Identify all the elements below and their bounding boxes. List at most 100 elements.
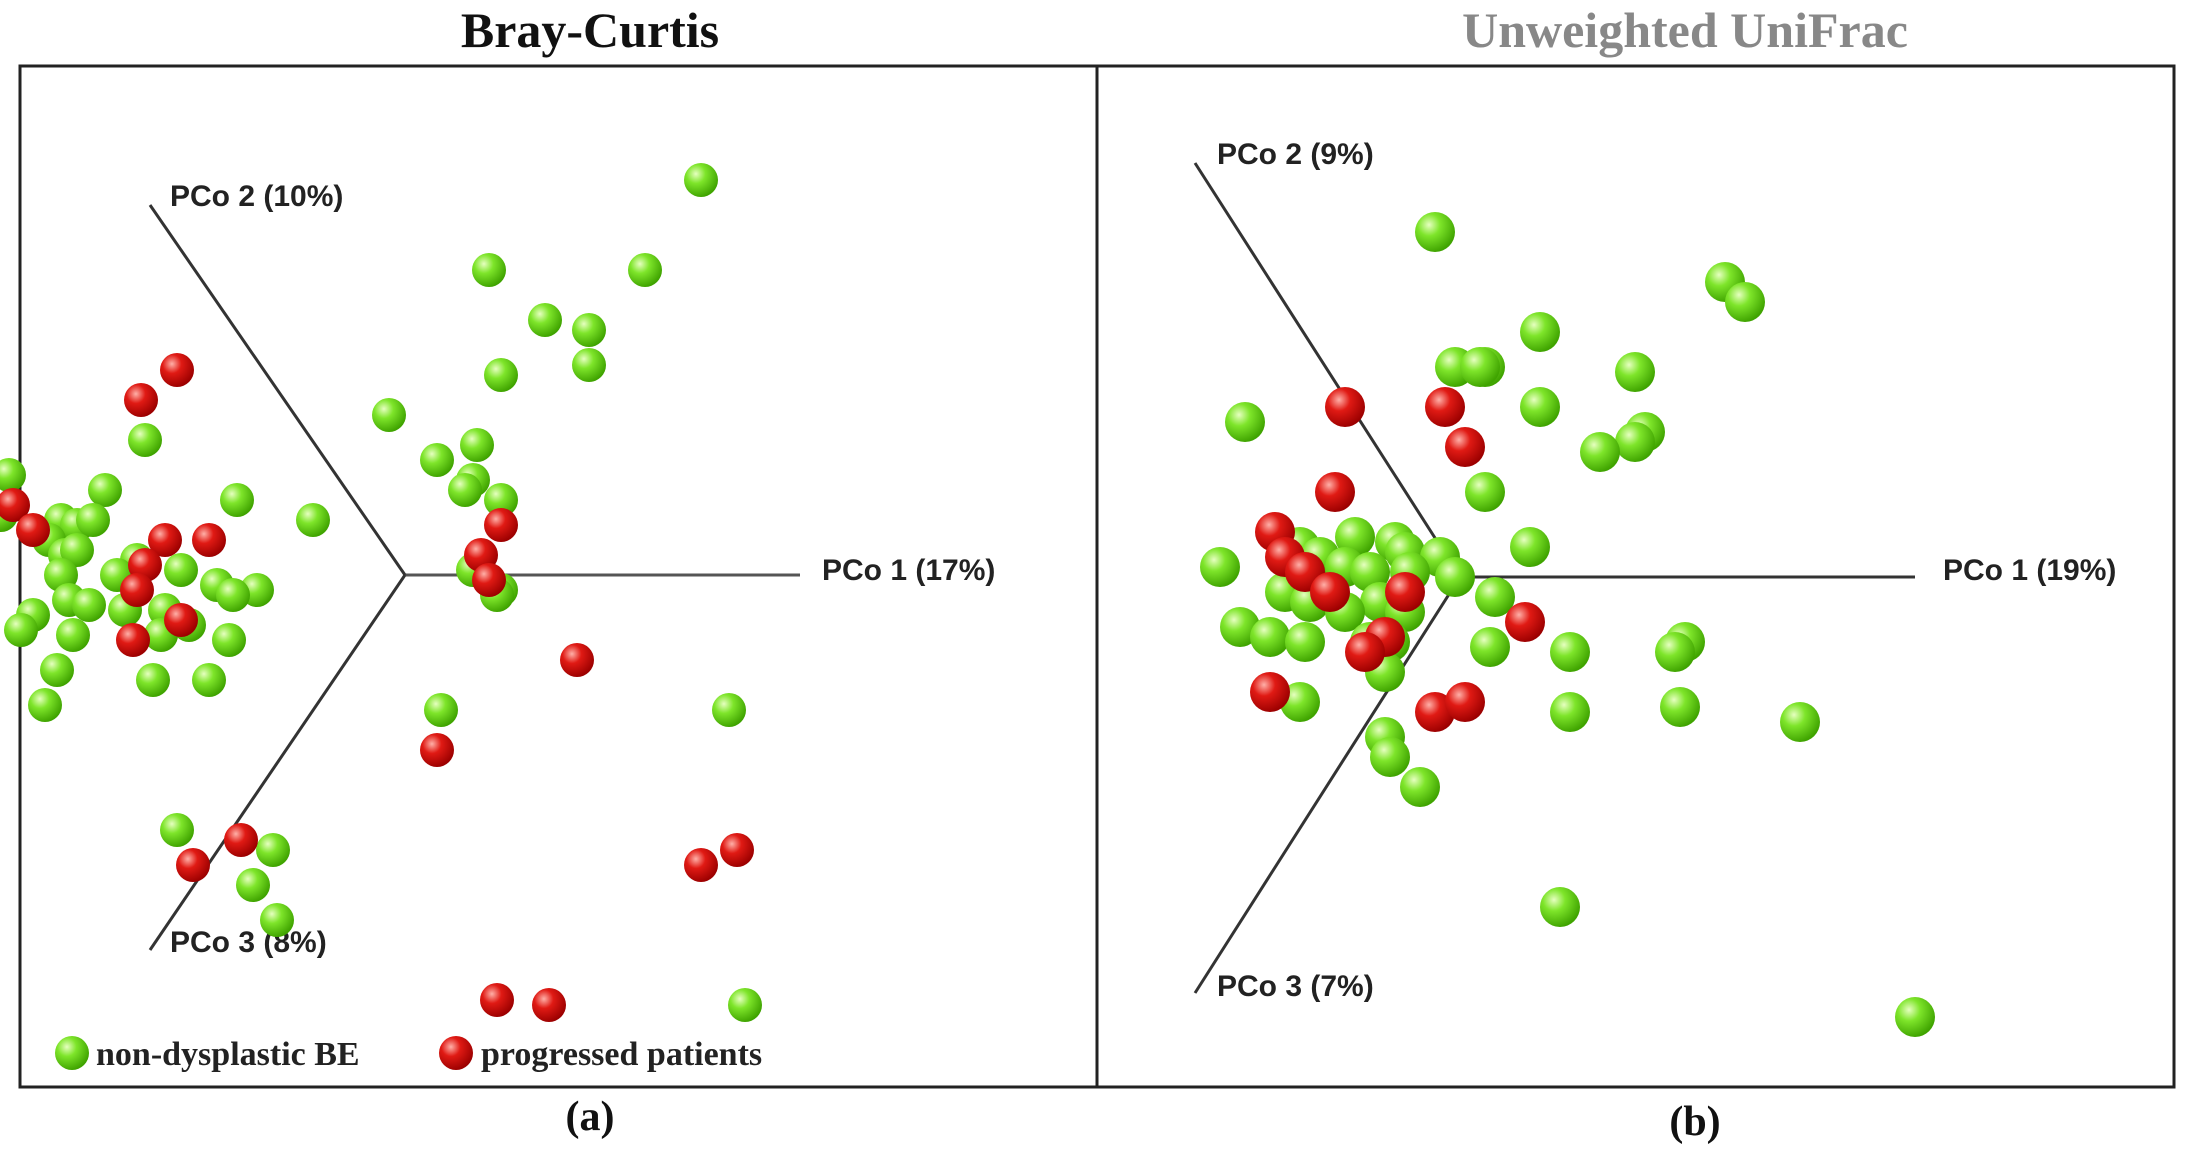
panel-a-axes: PCo 1 (17%) PCo 2 (10%) PCo 3 (8%) — [148, 180, 995, 959]
point-progressed-a-15 — [224, 823, 258, 857]
point-non-dysplastic-a-5 — [484, 358, 518, 392]
point-non-dysplastic-b-0 — [1415, 212, 1455, 252]
point-progressed-b-0 — [1325, 387, 1365, 427]
point-non-dysplastic-b-39 — [1550, 632, 1590, 672]
point-non-dysplastic-b-41 — [1655, 632, 1695, 672]
point-progressed-b-8 — [1385, 572, 1425, 612]
point-non-dysplastic-b-45 — [1660, 687, 1700, 727]
panel-b-title: Unweighted UniFrac — [1462, 2, 1908, 58]
point-non-dysplastic-b-44 — [1550, 692, 1590, 732]
point-non-dysplastic-a-49 — [424, 693, 458, 727]
point-non-dysplastic-a-43 — [216, 578, 250, 612]
point-non-dysplastic-b-18 — [1510, 527, 1550, 567]
point-progressed-a-16 — [176, 848, 210, 882]
point-non-dysplastic-a-50 — [712, 693, 746, 727]
point-progressed-a-14 — [420, 733, 454, 767]
point-non-dysplastic-a-54 — [260, 903, 294, 937]
point-non-dysplastic-b-51 — [1895, 997, 1935, 1037]
point-progressed-a-0 — [160, 353, 194, 387]
point-non-dysplastic-a-6 — [572, 348, 606, 382]
point-non-dysplastic-b-11 — [1225, 402, 1265, 442]
point-non-dysplastic-b-8 — [1520, 387, 1560, 427]
point-non-dysplastic-a-48 — [192, 663, 226, 697]
panel-a-pc3-axis — [148, 574, 407, 951]
point-non-dysplastic-a-16 — [220, 483, 254, 517]
panel-b-points — [1200, 212, 1935, 1037]
point-non-dysplastic-a-0 — [684, 163, 718, 197]
point-non-dysplastic-a-46 — [28, 688, 62, 722]
point-non-dysplastic-a-12 — [448, 473, 482, 507]
point-non-dysplastic-b-38 — [1470, 627, 1510, 667]
panel-b-pc2-label: PCo 2 (9%) — [1217, 138, 1374, 171]
point-non-dysplastic-a-13 — [484, 483, 518, 517]
point-non-dysplastic-a-51 — [160, 813, 194, 847]
point-non-dysplastic-b-13 — [1465, 472, 1505, 512]
point-non-dysplastic-b-12 — [1580, 432, 1620, 472]
point-non-dysplastic-a-39 — [56, 618, 90, 652]
point-non-dysplastic-b-10 — [1615, 422, 1655, 462]
point-non-dysplastic-a-4 — [572, 313, 606, 347]
legend-non-dysplastic-label: non-dysplastic BE — [96, 1036, 360, 1073]
point-progressed-b-3 — [1315, 472, 1355, 512]
point-progressed-a-12 — [484, 508, 518, 542]
panel-a-pc3-label: PCo 3 (8%) — [170, 926, 327, 959]
point-non-dysplastic-b-49 — [1400, 767, 1440, 807]
point-non-dysplastic-b-26 — [1435, 557, 1475, 597]
legend-progressed-label: progressed patients — [481, 1036, 762, 1073]
point-progressed-b-7 — [1310, 572, 1350, 612]
point-non-dysplastic-a-14 — [0, 458, 26, 492]
point-non-dysplastic-b-3 — [1520, 312, 1560, 352]
point-non-dysplastic-b-7 — [1615, 352, 1655, 392]
point-non-dysplastic-b-2 — [1725, 282, 1765, 322]
point-progressed-a-2 — [0, 488, 30, 522]
point-non-dysplastic-b-6 — [1460, 347, 1500, 387]
point-progressed-a-9 — [116, 623, 150, 657]
panel-b-pc3-axis — [1193, 576, 1462, 994]
panel-b-pc1-label: PCo 1 (19%) — [1943, 554, 2116, 587]
panel-a-pc2-axis — [148, 204, 407, 576]
point-non-dysplastic-a-53 — [236, 868, 270, 902]
point-non-dysplastic-a-15 — [88, 473, 122, 507]
point-progressed-a-4 — [148, 523, 182, 557]
point-non-dysplastic-a-47 — [136, 663, 170, 697]
point-progressed-a-19 — [480, 983, 514, 1017]
panel-a-title: Bray-Curtis — [461, 2, 719, 58]
point-progressed-b-12 — [1250, 672, 1290, 712]
point-non-dysplastic-b-35 — [1285, 622, 1325, 662]
panel-b-pc2-axis — [1193, 162, 1462, 578]
panel-b-frame — [1095, 64, 2176, 1089]
point-non-dysplastic-a-3 — [528, 303, 562, 337]
point-non-dysplastic-b-20 — [1200, 547, 1240, 587]
legend: non-dysplastic BE progressed patients — [55, 1036, 762, 1073]
point-non-dysplastic-a-7 — [460, 428, 494, 462]
point-progressed-a-1 — [124, 383, 158, 417]
point-progressed-b-11 — [1345, 632, 1385, 672]
point-non-dysplastic-a-10 — [420, 443, 454, 477]
point-progressed-b-1 — [1425, 387, 1465, 427]
point-non-dysplastic-a-8 — [372, 398, 406, 432]
point-progressed-a-20 — [532, 988, 566, 1022]
panel-b-axes: PCo 1 (19%) PCo 2 (9%) PCo 3 (7%) — [1193, 138, 2116, 1003]
panel-a-pc2-label: PCo 2 (10%) — [170, 180, 343, 213]
point-non-dysplastic-b-32 — [1475, 577, 1515, 617]
point-non-dysplastic-b-46 — [1780, 702, 1820, 742]
point-non-dysplastic-b-50 — [1540, 887, 1580, 927]
point-progressed-a-8 — [164, 603, 198, 637]
panel-b-pc3-label: PCo 3 (7%) — [1217, 970, 1374, 1003]
point-progressed-b-14 — [1445, 682, 1485, 722]
panel-b-caption: (b) — [1669, 1099, 1720, 1145]
point-progressed-a-7 — [120, 573, 154, 607]
point-progressed-a-18 — [684, 848, 718, 882]
point-non-dysplastic-a-21 — [76, 503, 110, 537]
panel-a-caption: (a) — [566, 1094, 615, 1140]
point-progressed-a-13 — [560, 643, 594, 677]
point-non-dysplastic-b-48 — [1370, 737, 1410, 777]
panel-a-points — [0, 163, 762, 1022]
point-progressed-a-5 — [192, 523, 226, 557]
legend-progressed-marker — [439, 1036, 473, 1070]
point-non-dysplastic-a-28 — [164, 553, 198, 587]
point-non-dysplastic-a-52 — [256, 833, 290, 867]
point-non-dysplastic-a-41 — [212, 623, 246, 657]
point-non-dysplastic-a-2 — [628, 253, 662, 287]
